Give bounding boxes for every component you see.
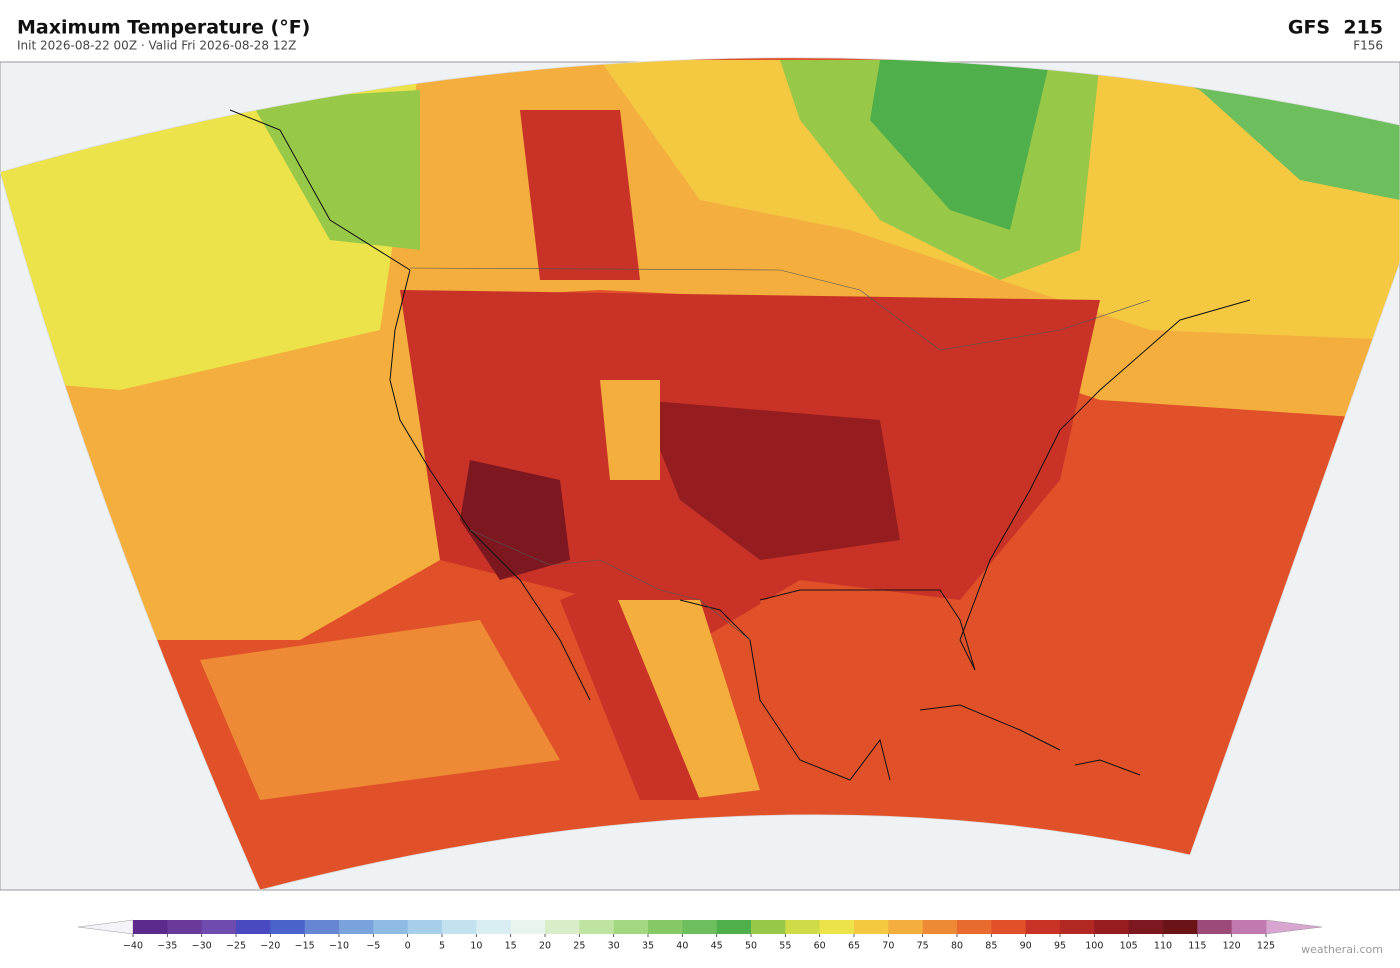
colorbar-swatch: [957, 920, 992, 934]
colorbar-tick-label: 25: [573, 941, 585, 952]
colorbar-swatch: [476, 920, 512, 934]
colorbar-tick-label: 80: [951, 941, 963, 952]
colorbar-tick-label: 40: [676, 941, 688, 952]
colorbar-swatch: [1231, 920, 1267, 934]
colorbar-swatch: [339, 920, 374, 934]
colorbar-swatch: [133, 920, 168, 934]
colorbar-tick-label: 45: [711, 941, 723, 952]
colorbar-tick-label: 75: [917, 941, 929, 952]
colorbar-tick-label: 10: [470, 941, 482, 952]
colorbar-tick-label: 105: [1120, 941, 1138, 952]
colorbar-tick-label: −40: [123, 941, 143, 952]
colorbar-swatch: [922, 920, 958, 934]
colorbar-tick-label: −5: [366, 941, 380, 952]
colorbar-swatch: [236, 920, 271, 934]
colorbar-swatch: [1060, 920, 1095, 934]
colorbar-tick-label: 30: [608, 941, 620, 952]
colorbar-tick-label: 115: [1188, 941, 1206, 952]
colorbar-tick-label: −15: [295, 941, 315, 952]
map: [0, 57, 1400, 891]
colorbar: −40 −35 −30 −25 −20 −15 −10 −5 0 5 10 15 20 25 30 35 40 4…: [77, 919, 1323, 952]
colorbar-tick-label: 15: [505, 941, 517, 952]
credit: weatherai.com: [1301, 943, 1383, 956]
colorbar-tick-label: 85: [985, 941, 997, 952]
colorbar-tick-label: 20: [539, 941, 551, 952]
colorbar-swatch: [613, 920, 649, 934]
colorbar-tick-label: 50: [745, 941, 757, 952]
colorbar-tick-label: 60: [814, 941, 826, 952]
colorbar-swatch: [407, 920, 443, 934]
colorbar-swatch: [1094, 920, 1130, 934]
colorbar-swatch: [1128, 920, 1164, 934]
colorbar-swatch: [442, 920, 477, 934]
coastlines: [229, 109, 1251, 781]
colorbar-tick-label: −35: [157, 941, 177, 952]
subtitle: Init 2026-08-22 00Z · Valid Fri 2026-08-…: [17, 39, 296, 53]
colorbar-tick-label: 110: [1154, 941, 1172, 952]
colorbar-tick-label: −20: [260, 941, 280, 952]
colorbar-swatch: [510, 920, 546, 934]
borders: [409, 267, 1151, 641]
colorbar-swatch: [854, 920, 889, 934]
colorbar-tick-label: −10: [329, 941, 349, 952]
colorbar-tick-label: 0: [405, 941, 411, 952]
title: Maximum Temperature (°F): [17, 17, 310, 39]
colorbar-swatch: [991, 920, 1027, 934]
colorbar-swatch: [545, 920, 580, 934]
colorbar-tick-label: 5: [439, 941, 445, 952]
colorbar-tick-label: −25: [226, 941, 246, 952]
colorbar-tick-label: 125: [1257, 941, 1275, 952]
colorbar-swatch: [1163, 920, 1198, 934]
colorbar-tick-label: 55: [779, 941, 791, 952]
colorbar-tick-label: −30: [192, 941, 212, 952]
colorbar-tick-label: 90: [1020, 941, 1032, 952]
colorbar-tick-label: 120: [1223, 941, 1241, 952]
colorbar-swatch: [751, 920, 786, 934]
colorbar-swatch: [682, 920, 718, 934]
colorbar-tick-label: 95: [1054, 941, 1066, 952]
colorbar-swatch: [579, 920, 615, 934]
colorbar-swatch: [716, 920, 752, 934]
colorbar-tick-label: 70: [882, 941, 894, 952]
colorbar-swatch: [304, 920, 340, 934]
colorbar-swatch: [819, 920, 855, 934]
colorbar-swatch: [373, 920, 409, 934]
colorbar-tick-label: 100: [1085, 941, 1103, 952]
colorbar-swatch: [1197, 920, 1233, 934]
model: GFS 215: [1288, 17, 1383, 39]
colorbar-swatch: [1025, 920, 1061, 934]
colorbar-swatch: [167, 920, 203, 934]
colorbar-over: [1265, 919, 1323, 935]
colorbar-swatch: [270, 920, 306, 934]
colorbar-swatch: [785, 920, 821, 934]
colorbar-tick-label: 35: [642, 941, 654, 952]
temperature-field: [0, 57, 1400, 891]
colorbar-under: [77, 919, 134, 935]
colorbar-tick-label: 65: [848, 941, 860, 952]
colorbar-swatch: [888, 920, 924, 934]
colorbar-swatch: [201, 920, 237, 934]
forecast-step: F156: [1353, 39, 1383, 53]
colorbar-swatch: [648, 920, 683, 934]
